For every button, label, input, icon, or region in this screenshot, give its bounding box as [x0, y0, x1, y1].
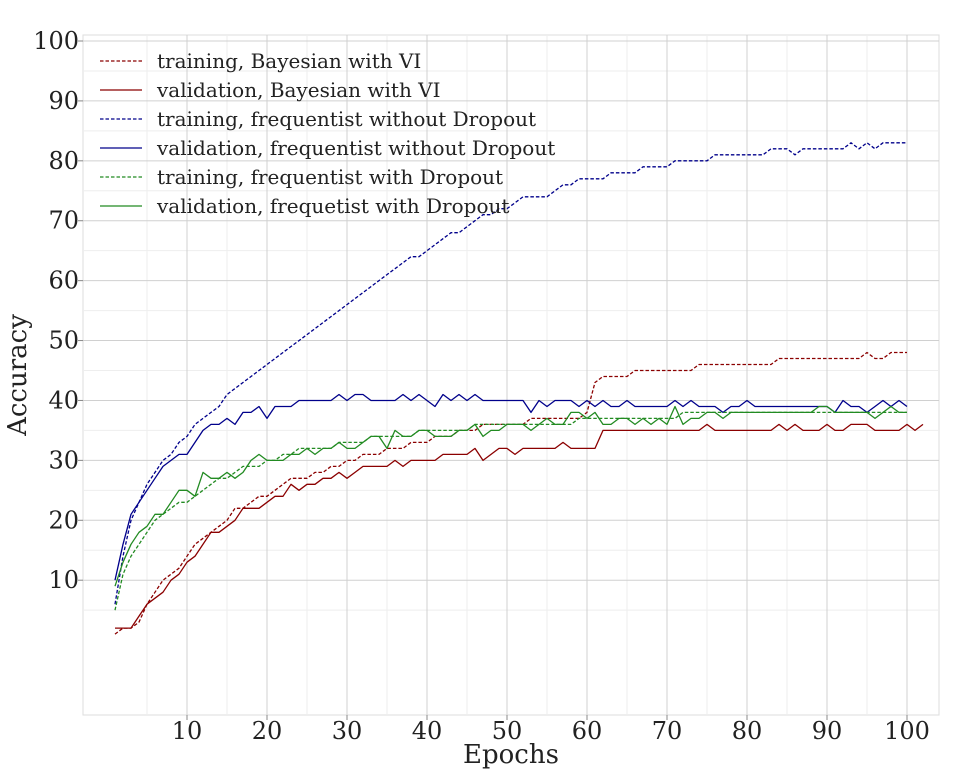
x-tick-label: 20: [252, 717, 283, 745]
y-tick-label: 60: [48, 267, 79, 295]
y-tick-label: 70: [48, 207, 79, 235]
series-lines: [114, 142, 924, 635]
plot-area: [82, 34, 940, 716]
y-tick-label: 40: [48, 386, 79, 414]
y-tick-label: 50: [48, 327, 79, 355]
series-line-2: [114, 142, 907, 605]
series-line-0: [114, 351, 907, 635]
y-axis-label: Accuracy: [3, 314, 33, 437]
y-tick-label: 20: [48, 506, 79, 534]
x-tick-label: 70: [652, 717, 683, 745]
x-tick-label: 80: [732, 717, 763, 745]
legend-label-1: validation, Bayesian with VI: [156, 78, 441, 102]
legend-label-0: training, Bayesian with VI: [157, 49, 421, 73]
x-tick-label: 50: [492, 717, 523, 745]
series-line-5: [114, 405, 907, 587]
y-tick-label: 90: [48, 87, 79, 115]
x-tick-label: 60: [572, 717, 603, 745]
x-axis-label: Epochs: [463, 740, 559, 770]
legend-label-4: training, frequentist with Dropout: [157, 165, 503, 189]
x-tick-label: 30: [332, 717, 363, 745]
y-tick-label: 80: [48, 147, 79, 175]
legend: training, Bayesian with VI validation, Ba…: [100, 49, 555, 218]
tick-labels: 10 20 30 40 50 60 70 80 90 100 10 20 30 40 50 60 70 80 90 1…: [33, 27, 930, 745]
y-tick-label: 10: [48, 566, 79, 594]
legend-label-5: validation, frequetist with Dropout: [156, 194, 509, 218]
x-tick-label: 100: [884, 717, 930, 745]
legend-label-3: validation, frequentist without Dropout: [156, 136, 555, 160]
x-tick-label: 90: [812, 717, 843, 745]
y-tick-label: 30: [48, 446, 79, 474]
x-tick-label: 10: [172, 717, 203, 745]
x-tick-label: 40: [412, 717, 443, 745]
legend-label-2: training, frequentist without Dropout: [157, 107, 536, 131]
series-line-1: [115, 423, 924, 629]
y-tick-label: 100: [33, 27, 79, 55]
series-line-3: [114, 393, 908, 581]
